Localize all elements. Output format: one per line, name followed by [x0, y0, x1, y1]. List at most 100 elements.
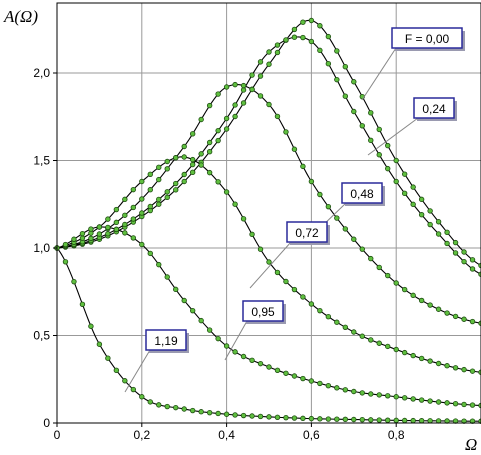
y-axis-title: A(Ω) [3, 7, 38, 26]
data-point [189, 169, 196, 176]
callout-2: 0,48 [317, 182, 385, 231]
data-point [249, 72, 255, 78]
data-point [122, 230, 128, 236]
data-point [469, 266, 476, 272]
data-point [444, 400, 450, 406]
data-point [401, 286, 408, 293]
data-point [334, 385, 340, 391]
callout-4: 0,95 [224, 300, 286, 361]
data-point [325, 416, 332, 422]
data-point [198, 162, 204, 168]
data-point [393, 417, 399, 424]
data-point [376, 264, 382, 271]
data-point [283, 129, 289, 135]
data-point [257, 59, 264, 65]
data-point [88, 323, 94, 329]
data-point [359, 123, 365, 129]
data-point [444, 310, 450, 316]
data-point [478, 271, 481, 277]
data-point [113, 219, 120, 226]
data-point [283, 414, 289, 421]
data-point [435, 399, 442, 405]
callout-layer: F = 0,00 0,24 0,48 0,72 0,95 1,19 [124, 27, 465, 393]
data-point [105, 355, 111, 361]
data-point [113, 206, 120, 213]
data-point [461, 401, 467, 408]
data-point [206, 149, 213, 155]
data-point [147, 171, 153, 177]
data-point [181, 297, 187, 304]
data-point [189, 161, 196, 168]
callout-leader [249, 241, 292, 289]
data-point [317, 416, 323, 422]
data-point [452, 239, 459, 246]
data-point [139, 178, 145, 185]
data-point [308, 17, 315, 24]
data-point [206, 102, 213, 109]
data-point [122, 378, 128, 384]
callout-box [242, 300, 284, 322]
data-point [156, 261, 162, 268]
data-point [122, 212, 128, 218]
callout-leader [361, 47, 397, 101]
data-point [410, 417, 416, 424]
data-point [147, 203, 153, 210]
data-point [376, 417, 382, 423]
data-point [173, 187, 179, 193]
data-point [452, 313, 459, 320]
x-tick-label: 0,2 [133, 428, 150, 442]
data-point [173, 155, 179, 161]
callout-3: 0,72 [249, 221, 330, 289]
data-point [215, 179, 221, 185]
data-point [427, 221, 433, 228]
data-point [291, 146, 298, 152]
data-point [139, 196, 145, 202]
data-point [410, 201, 416, 208]
data-point [164, 189, 170, 195]
series-line [56, 247, 481, 422]
callout-1: 0,24 [367, 97, 457, 156]
data-point [427, 418, 433, 424]
data-point [291, 34, 298, 40]
data-point [62, 241, 69, 248]
data-point [122, 221, 128, 228]
data-point [198, 409, 204, 415]
data-point [359, 390, 365, 396]
data-point [342, 63, 349, 70]
data-point [113, 226, 120, 233]
data-point [401, 349, 408, 356]
data-point [325, 314, 332, 320]
data-point [444, 240, 450, 247]
series-label: 0,24 [422, 102, 446, 116]
data-point [156, 201, 162, 207]
data-point [478, 320, 481, 326]
data-point [181, 143, 187, 150]
data-point [257, 246, 264, 252]
data-point [376, 340, 382, 346]
data-point [181, 171, 187, 178]
data-point [325, 203, 332, 210]
data-point [334, 48, 340, 54]
data-point [342, 324, 349, 330]
data-point [283, 278, 289, 285]
data-point [232, 349, 238, 355]
data-point [351, 329, 357, 335]
data-point [189, 407, 196, 414]
data-point [308, 301, 315, 307]
data-point [385, 165, 391, 172]
data-point [139, 394, 145, 400]
data-point [79, 230, 86, 237]
data-point [232, 81, 238, 88]
plot-frame [56, 2, 481, 424]
data-point [418, 355, 425, 362]
data-point [351, 108, 357, 115]
data-point [478, 418, 481, 424]
data-point [274, 414, 281, 420]
data-point [257, 360, 264, 367]
data-point [351, 416, 357, 423]
data-point [232, 201, 238, 207]
data-point [266, 414, 272, 420]
data-point [342, 387, 349, 393]
data-point [274, 367, 281, 373]
